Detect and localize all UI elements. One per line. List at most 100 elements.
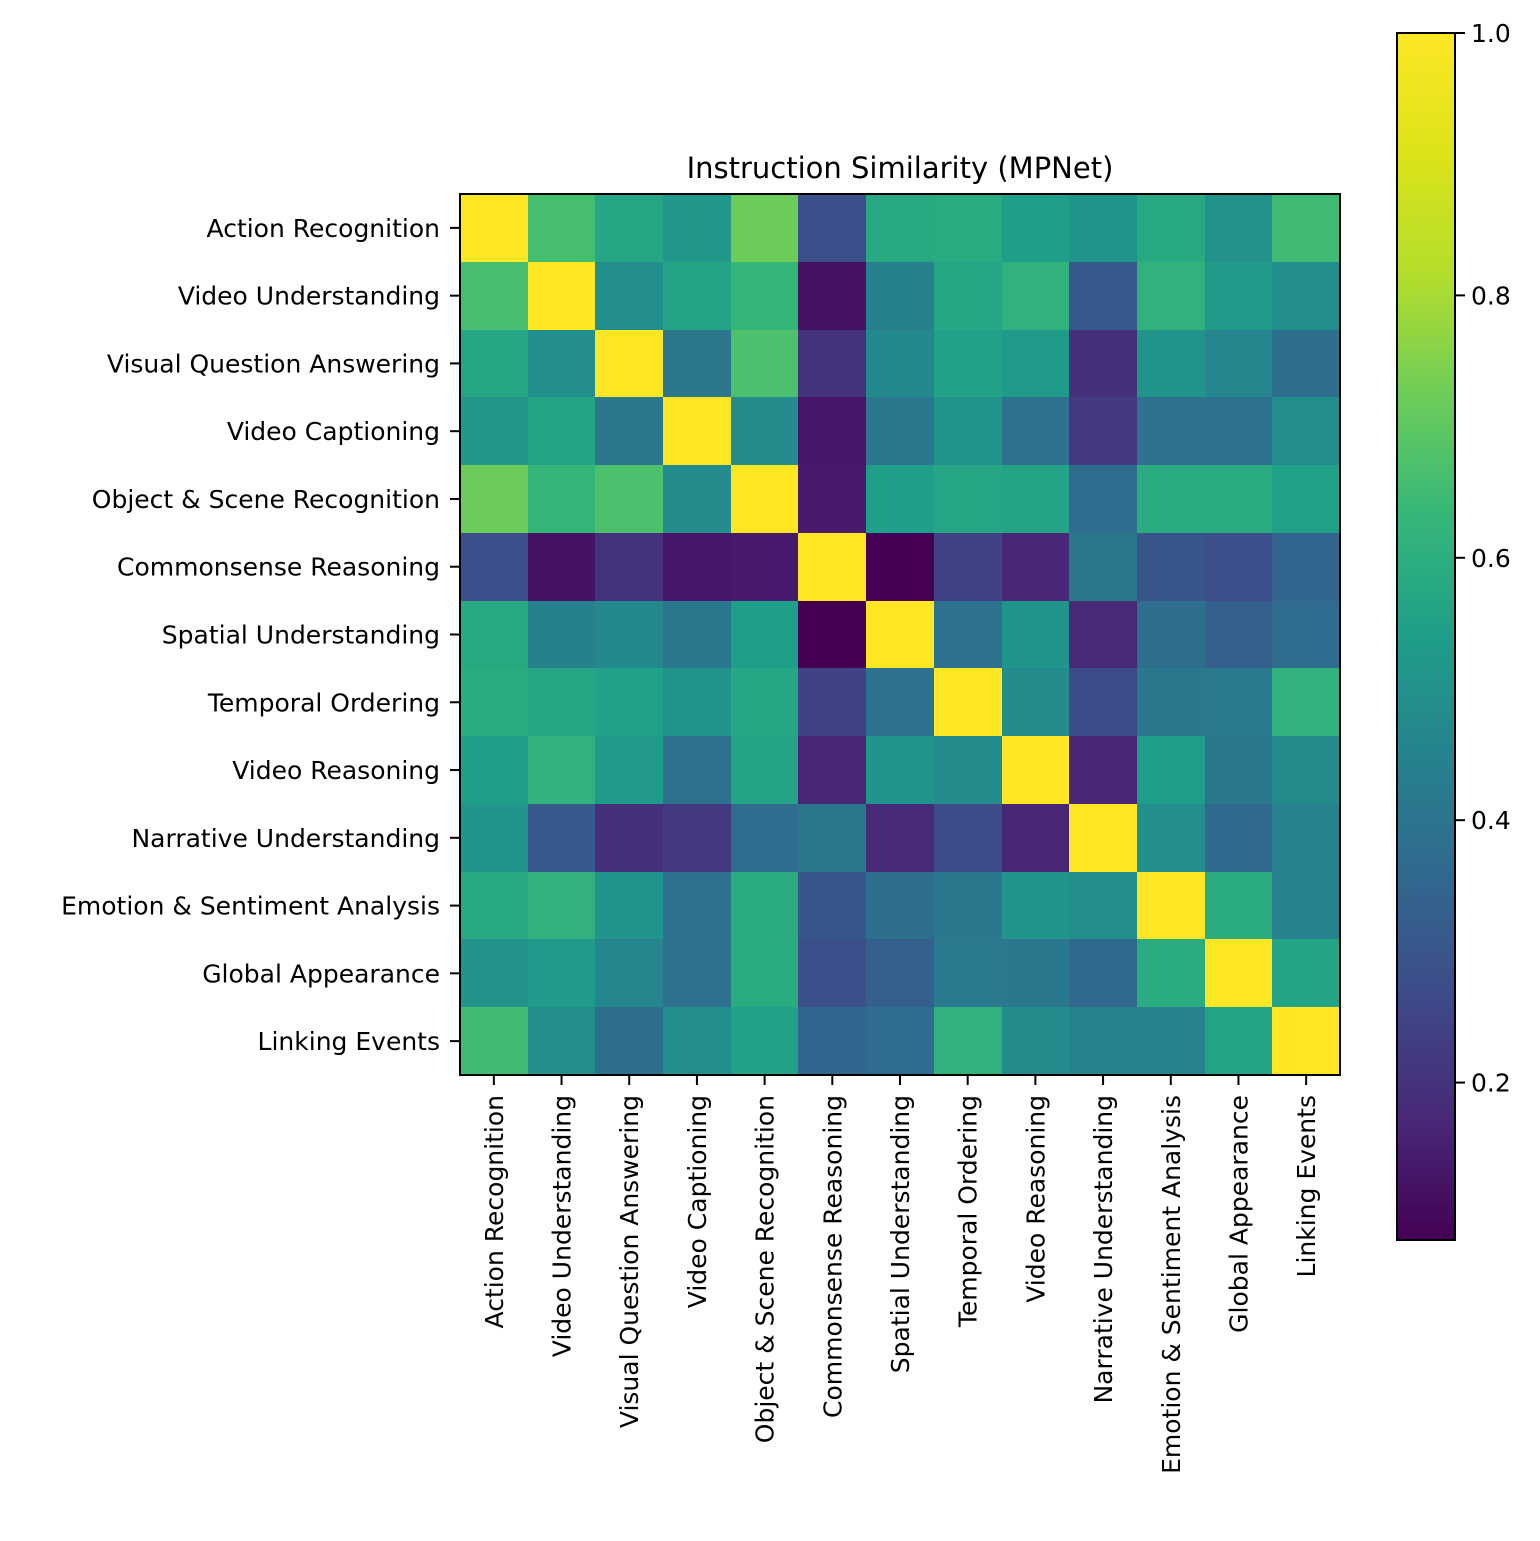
heatmap-cell-4-11 [1205, 465, 1273, 534]
heatmap-cell-3-2 [595, 397, 664, 466]
heatmap-cell-11-3 [663, 939, 732, 1008]
heatmap-cell-2-7 [934, 330, 1003, 398]
heatmap-cell-12-8 [1002, 1007, 1070, 1076]
heatmap-cell-5-3 [663, 533, 732, 602]
heatmap-cell-1-4 [731, 262, 799, 331]
colorbar-tick-label: 1.0 [1471, 19, 1511, 48]
colorbar-tick-label: 0.6 [1471, 544, 1511, 573]
x-tick-label: Video Captioning [683, 1095, 712, 1308]
x-tick-label: Video Reasoning [1021, 1095, 1050, 1303]
heatmap-cell-8-10 [1137, 736, 1206, 805]
heatmap-cell-1-0 [460, 262, 529, 331]
heatmap-cell-1-7 [934, 262, 1003, 331]
heatmap-cells [460, 194, 1341, 1076]
heatmap-cell-6-6 [866, 601, 935, 669]
heatmap-cell-2-9 [1069, 330, 1138, 398]
heatmap-cell-4-5 [798, 465, 867, 534]
heatmap-cell-10-10 [1137, 872, 1206, 940]
x-axis: Action Recognition Video Understanding Vis… [480, 1075, 1321, 1474]
heatmap-cell-6-12 [1272, 601, 1341, 669]
heatmap-cell-0-7 [934, 194, 1003, 263]
heatmap-cell-8-9 [1069, 736, 1138, 805]
heatmap-cell-2-3 [663, 330, 732, 398]
heatmap-cell-5-9 [1069, 533, 1138, 602]
heatmap-cell-3-0 [460, 397, 529, 466]
heatmap-cell-7-1 [528, 668, 596, 737]
x-tick-label: Video Understanding [548, 1095, 577, 1357]
heatmap-cell-8-0 [460, 736, 529, 805]
heatmap-cell-9-12 [1272, 804, 1341, 873]
y-tick-label: Commonsense Reasoning [117, 553, 440, 582]
heatmap-cell-2-11 [1205, 330, 1273, 398]
heatmap-cell-2-5 [798, 330, 867, 398]
heatmap-cell-5-2 [595, 533, 664, 602]
heatmap-cell-9-5 [798, 804, 867, 873]
x-tick-label: Narrative Understanding [1089, 1095, 1118, 1404]
heatmap-cell-2-10 [1137, 330, 1206, 398]
heatmap-cell-1-8 [1002, 262, 1070, 331]
heatmap-cell-10-2 [595, 872, 664, 940]
heatmap-cell-3-4 [731, 397, 799, 466]
heatmap-cell-9-10 [1137, 804, 1206, 873]
heatmap-cell-2-8 [1002, 330, 1070, 398]
heatmap-cell-6-10 [1137, 601, 1206, 669]
heatmap-cell-0-3 [663, 194, 732, 263]
heatmap-cell-1-11 [1205, 262, 1273, 331]
heatmap-cell-0-1 [528, 194, 596, 263]
colorbar-tick-label: 0.4 [1471, 806, 1511, 835]
heatmap-cell-8-4 [731, 736, 799, 805]
heatmap-cell-6-0 [460, 601, 529, 669]
heatmap-cell-11-9 [1069, 939, 1138, 1008]
heatmap-cell-8-12 [1272, 736, 1341, 805]
heatmap-cell-1-1 [528, 262, 596, 331]
heatmap-cell-7-4 [731, 668, 799, 737]
heatmap-cell-6-3 [663, 601, 732, 669]
heatmap-cell-10-3 [663, 872, 732, 940]
y-tick-label: Video Reasoning [232, 756, 440, 785]
heatmap-cell-1-2 [595, 262, 664, 331]
y-tick-label: Action Recognition [207, 214, 440, 243]
heatmap-cell-9-1 [528, 804, 596, 873]
heatmap-cell-3-9 [1069, 397, 1138, 466]
heatmap-cell-9-2 [595, 804, 664, 873]
heatmap-cell-11-1 [528, 939, 596, 1008]
heatmap-cell-0-9 [1069, 194, 1138, 263]
heatmap-cell-12-6 [866, 1007, 935, 1076]
chart-title: Instruction Similarity (MPNet) [687, 151, 1114, 185]
heatmap-cell-3-5 [798, 397, 867, 466]
heatmap-cell-7-6 [866, 668, 935, 737]
heatmap-cell-11-7 [934, 939, 1003, 1008]
heatmap-cell-3-6 [866, 397, 935, 466]
heatmap-cell-5-10 [1137, 533, 1206, 602]
heatmap-cell-6-2 [595, 601, 664, 669]
heatmap-cell-8-7 [934, 736, 1003, 805]
heatmap-cell-11-5 [798, 939, 867, 1008]
heatmap-cell-1-6 [866, 262, 935, 331]
heatmap-cell-3-11 [1205, 397, 1273, 466]
y-tick-label: Emotion & Sentiment Analysis [61, 892, 440, 921]
heatmap-cell-6-11 [1205, 601, 1273, 669]
heatmap-cell-9-7 [934, 804, 1003, 873]
colorbar-tick-label: 0.2 [1471, 1069, 1511, 1098]
heatmap-cell-3-8 [1002, 397, 1070, 466]
x-tick-label: Object & Scene Recognition [751, 1095, 780, 1443]
heatmap-cell-11-8 [1002, 939, 1070, 1008]
heatmap-cell-5-12 [1272, 533, 1341, 602]
heatmap-cell-9-8 [1002, 804, 1070, 873]
heatmap-cell-0-10 [1137, 194, 1206, 263]
colorbar-tick-label: 0.8 [1471, 281, 1511, 310]
heatmap-cell-10-0 [460, 872, 529, 940]
heatmap-cell-11-12 [1272, 939, 1341, 1008]
y-tick-label: Global Appearance [202, 959, 440, 988]
heatmap-cell-12-3 [663, 1007, 732, 1076]
heatmap-cell-1-3 [663, 262, 732, 331]
colorbar-frame [1396, 32, 1456, 1241]
heatmap-cell-6-9 [1069, 601, 1138, 669]
heatmap-cell-9-11 [1205, 804, 1273, 873]
heatmap-cell-4-3 [663, 465, 732, 534]
heatmap-cell-8-11 [1205, 736, 1273, 805]
colorbar-gradient [1397, 33, 1455, 1240]
heatmap-cell-7-8 [1002, 668, 1070, 737]
y-tick-label: Narrative Understanding [131, 824, 440, 853]
heatmap-cell-5-8 [1002, 533, 1070, 602]
